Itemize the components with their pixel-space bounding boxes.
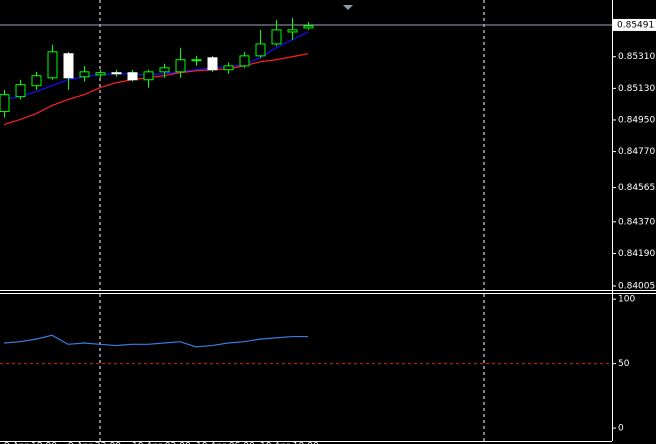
candle-body bbox=[191, 59, 202, 62]
y-tick-label: 0.84770 bbox=[618, 147, 655, 157]
indicator-line bbox=[3, 334, 308, 348]
candle-body bbox=[31, 75, 42, 87]
x-tick-label: 10 Apr 06:00 bbox=[196, 442, 255, 444]
moving-average bbox=[3, 31, 309, 101]
candle-body bbox=[207, 57, 218, 71]
shift-marker bbox=[343, 5, 353, 10]
candle-body bbox=[127, 72, 138, 81]
candle-body bbox=[255, 43, 266, 57]
candle-body bbox=[95, 72, 106, 76]
candle-body bbox=[143, 71, 154, 81]
candle-body bbox=[47, 51, 58, 79]
y-tick-label: 0.84370 bbox=[618, 217, 655, 227]
candle-body bbox=[79, 71, 90, 78]
moving-average bbox=[3, 53, 309, 126]
y-tick-label: 0 bbox=[618, 424, 624, 434]
candle-body bbox=[303, 25, 314, 29]
x-tick-label: 9 Apr 18:00 bbox=[4, 442, 57, 444]
candle-body bbox=[111, 72, 122, 75]
y-tick-label: 0.84005 bbox=[618, 281, 655, 291]
y-tick-label: 0.84190 bbox=[618, 249, 655, 259]
candle-body bbox=[63, 53, 74, 79]
candle-body bbox=[15, 84, 26, 98]
y-tick-label: 0.85130 bbox=[618, 84, 655, 94]
y-tick-label: 0.85310 bbox=[618, 52, 655, 62]
candle-body bbox=[271, 29, 282, 45]
candle-body bbox=[287, 29, 298, 33]
candle-body bbox=[223, 65, 234, 71]
current-price-label: 0.85491 bbox=[617, 20, 654, 30]
candle-body bbox=[239, 55, 250, 67]
candle-body bbox=[0, 94, 10, 113]
current-price-box bbox=[613, 18, 656, 31]
candle-body bbox=[159, 67, 170, 73]
y-tick-label: 50 bbox=[618, 359, 630, 369]
y-tick-label: 0.84950 bbox=[618, 115, 655, 125]
y-tick-label: 0.84565 bbox=[618, 183, 655, 193]
y-tick-label: 100 bbox=[618, 295, 635, 305]
x-tick-label: 9 Apr 22:00 bbox=[68, 442, 121, 444]
x-tick-label: 10 Apr 10:00 bbox=[260, 442, 319, 444]
candle-body bbox=[175, 59, 186, 73]
x-tick-label: 10 Apr 02:00 bbox=[132, 442, 191, 444]
